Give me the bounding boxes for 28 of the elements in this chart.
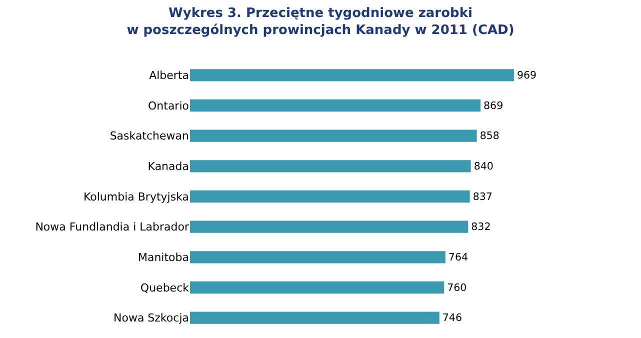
bar xyxy=(190,251,446,264)
y-tick-label: Alberta xyxy=(149,69,189,82)
y-tick-label: Nowa Szkocja xyxy=(113,312,189,325)
bar xyxy=(190,99,481,112)
data-label: 858 xyxy=(480,130,500,142)
y-tick-label: Nowa Fundlandia i Labrador xyxy=(35,220,190,234)
y-tick-label: Ontario xyxy=(148,99,190,112)
bar xyxy=(190,69,514,82)
data-label: 764 xyxy=(448,251,468,264)
y-tick-label: Saskatchewan xyxy=(110,130,190,143)
data-label: 832 xyxy=(471,221,491,234)
y-tick-label: Kanada xyxy=(148,160,189,174)
bar xyxy=(190,312,440,324)
chart-title: Wykres 3. Przeciętne tygodniowe zarobki w poszczególnych prowincjach Kanady w 2011 (CAD) xyxy=(126,6,514,38)
bar xyxy=(190,220,468,233)
data-label: 837 xyxy=(472,190,492,203)
bar xyxy=(190,281,444,294)
data-label: 746 xyxy=(442,312,462,324)
data-label: 840 xyxy=(474,160,494,172)
bar xyxy=(190,160,471,172)
data-label: 969 xyxy=(516,69,537,82)
data-label: 869 xyxy=(484,100,504,112)
data-label: 760 xyxy=(447,282,467,294)
y-tick-label: Kolumbia Brytyjska xyxy=(83,190,189,204)
bar xyxy=(190,190,470,203)
y-tick-label: Manitoba xyxy=(138,251,189,264)
bar xyxy=(190,130,477,142)
y-tick-label: Quebeck xyxy=(140,281,190,294)
